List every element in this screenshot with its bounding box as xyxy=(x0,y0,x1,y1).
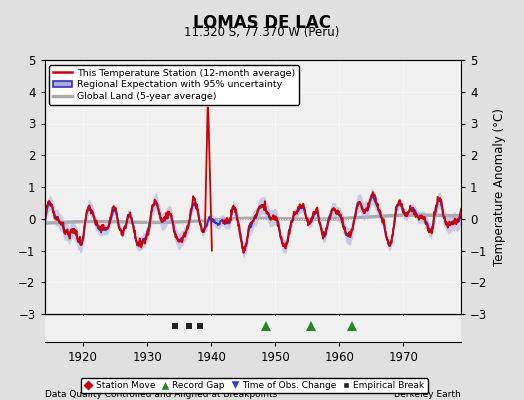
Legend: This Temperature Station (12-month average), Regional Expectation with 95% uncer: This Temperature Station (12-month avera… xyxy=(49,65,299,105)
Text: Berkeley Earth: Berkeley Earth xyxy=(395,390,461,399)
Text: LOMAS DE LAC: LOMAS DE LAC xyxy=(193,14,331,32)
Legend: Station Move, Record Gap, Time of Obs. Change, Empirical Break: Station Move, Record Gap, Time of Obs. C… xyxy=(81,378,428,394)
Text: 11.320 S, 77.370 W (Peru): 11.320 S, 77.370 W (Peru) xyxy=(184,26,340,39)
Text: Data Quality Controlled and Aligned at Breakpoints: Data Quality Controlled and Aligned at B… xyxy=(45,390,277,399)
Y-axis label: Temperature Anomaly (°C): Temperature Anomaly (°C) xyxy=(493,108,506,266)
